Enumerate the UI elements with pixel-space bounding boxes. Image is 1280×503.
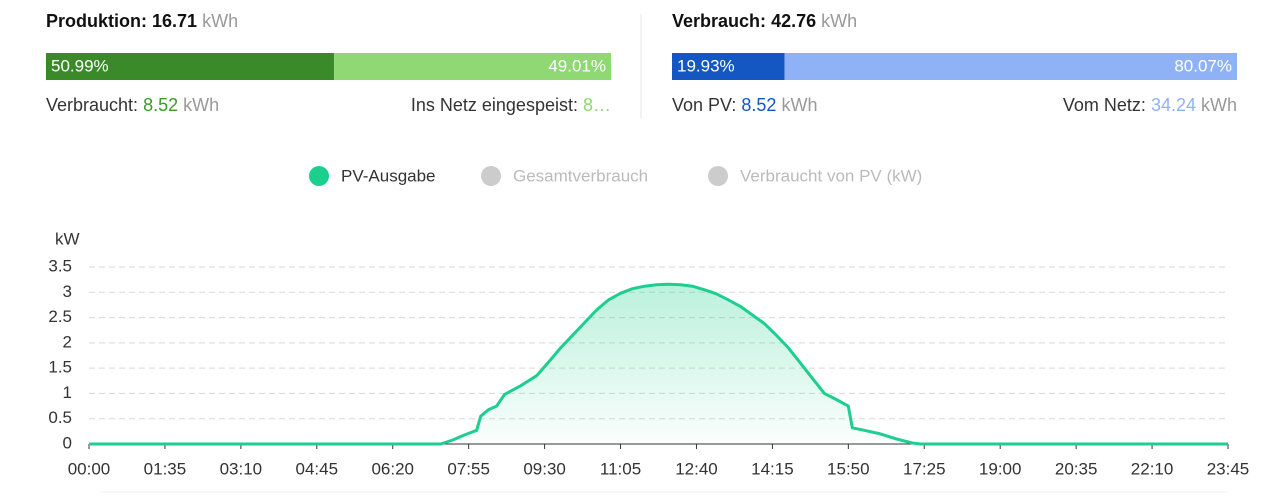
x-tick-label: 15:50	[827, 459, 870, 478]
y-tick-label: 1.5	[48, 358, 72, 377]
x-tick-label: 03:10	[220, 459, 263, 478]
text-part: 34.24	[1151, 95, 1196, 115]
text-line: Von PV: 8.52 kWh	[672, 95, 817, 115]
x-tick-label: 09:30	[523, 459, 566, 478]
text-part: Von PV:	[672, 95, 736, 115]
x-tick-label: 19:00	[979, 459, 1022, 478]
x-tick-label: 06:20	[371, 459, 414, 478]
y-tick-label: 1	[63, 383, 72, 402]
y-axis-label: kW	[55, 229, 80, 248]
text-part: kWh	[202, 11, 238, 31]
x-tick-label: 07:55	[447, 459, 490, 478]
x-tick-label: 17:25	[903, 459, 946, 478]
share-label: 49.01%	[548, 56, 606, 75]
y-tick-label: 3	[63, 282, 72, 301]
share-label: 19.93%	[677, 56, 735, 75]
x-tick-label: 12:40	[675, 459, 718, 478]
share-label: 50.99%	[51, 56, 109, 75]
x-tick-label: 11:05	[600, 459, 641, 478]
x-tick-label: 20:35	[1055, 459, 1098, 478]
text-part: Ins Netz eingespeist:	[411, 95, 578, 115]
legend-label[interactable]: PV-Ausgabe	[341, 166, 436, 185]
legend-marker	[708, 166, 728, 186]
legend-marker	[309, 166, 329, 186]
text-part: 16.71	[152, 11, 197, 31]
line	[89, 282, 1228, 446]
text-part: Produktion:	[46, 11, 147, 31]
text-part: Vom Netz:	[1063, 95, 1146, 115]
text-line: Ins Netz eingespeist: 8…	[411, 95, 611, 115]
share-bar	[46, 53, 335, 80]
text-line: Vom Netz: 34.24 kWh	[1063, 95, 1237, 115]
text-part: kWh	[821, 11, 857, 31]
text-part: Verbraucht:	[46, 95, 138, 115]
share-bar	[672, 53, 785, 80]
share-bar	[334, 53, 611, 80]
x-tick-label: 01:35	[144, 459, 187, 478]
y-tick-label: 2.5	[48, 307, 72, 326]
share-bar	[784, 53, 1237, 80]
x-tick-label: 00:00	[68, 459, 111, 478]
y-tick-label: 3.5	[48, 256, 72, 275]
text-part: 42.76	[771, 11, 816, 31]
text-part: kWh	[183, 95, 219, 115]
text-part: 8…	[583, 95, 611, 115]
text-part: Verbrauch:	[672, 11, 766, 31]
share-label: 80.07%	[1174, 56, 1232, 75]
text-part: 8.52	[741, 95, 776, 115]
legend-label[interactable]: Verbraucht von PV (kW)	[740, 166, 922, 185]
x-tick-label: 14:15	[751, 459, 794, 478]
text-part: kWh	[1201, 95, 1237, 115]
text-part: kWh	[781, 95, 817, 115]
y-tick-label: 2	[63, 332, 72, 351]
x-tick-label: 23:45	[1207, 459, 1250, 478]
text-line: Verbrauch: 42.76 kWh	[672, 11, 857, 31]
legend-label[interactable]: Gesamtverbrauch	[513, 166, 648, 185]
y-tick-label: 0.5	[48, 408, 72, 427]
text-part: 8.52	[143, 95, 178, 115]
y-tick-label: 0	[63, 433, 72, 452]
x-tick-label: 22:10	[1131, 459, 1174, 478]
x-tick-label: 04:45	[296, 459, 339, 478]
text-line: Produktion: 16.71 kWh	[46, 11, 238, 31]
area	[89, 284, 1228, 444]
legend-marker	[481, 166, 501, 186]
text-line: Verbraucht: 8.52 kWh	[46, 95, 219, 115]
